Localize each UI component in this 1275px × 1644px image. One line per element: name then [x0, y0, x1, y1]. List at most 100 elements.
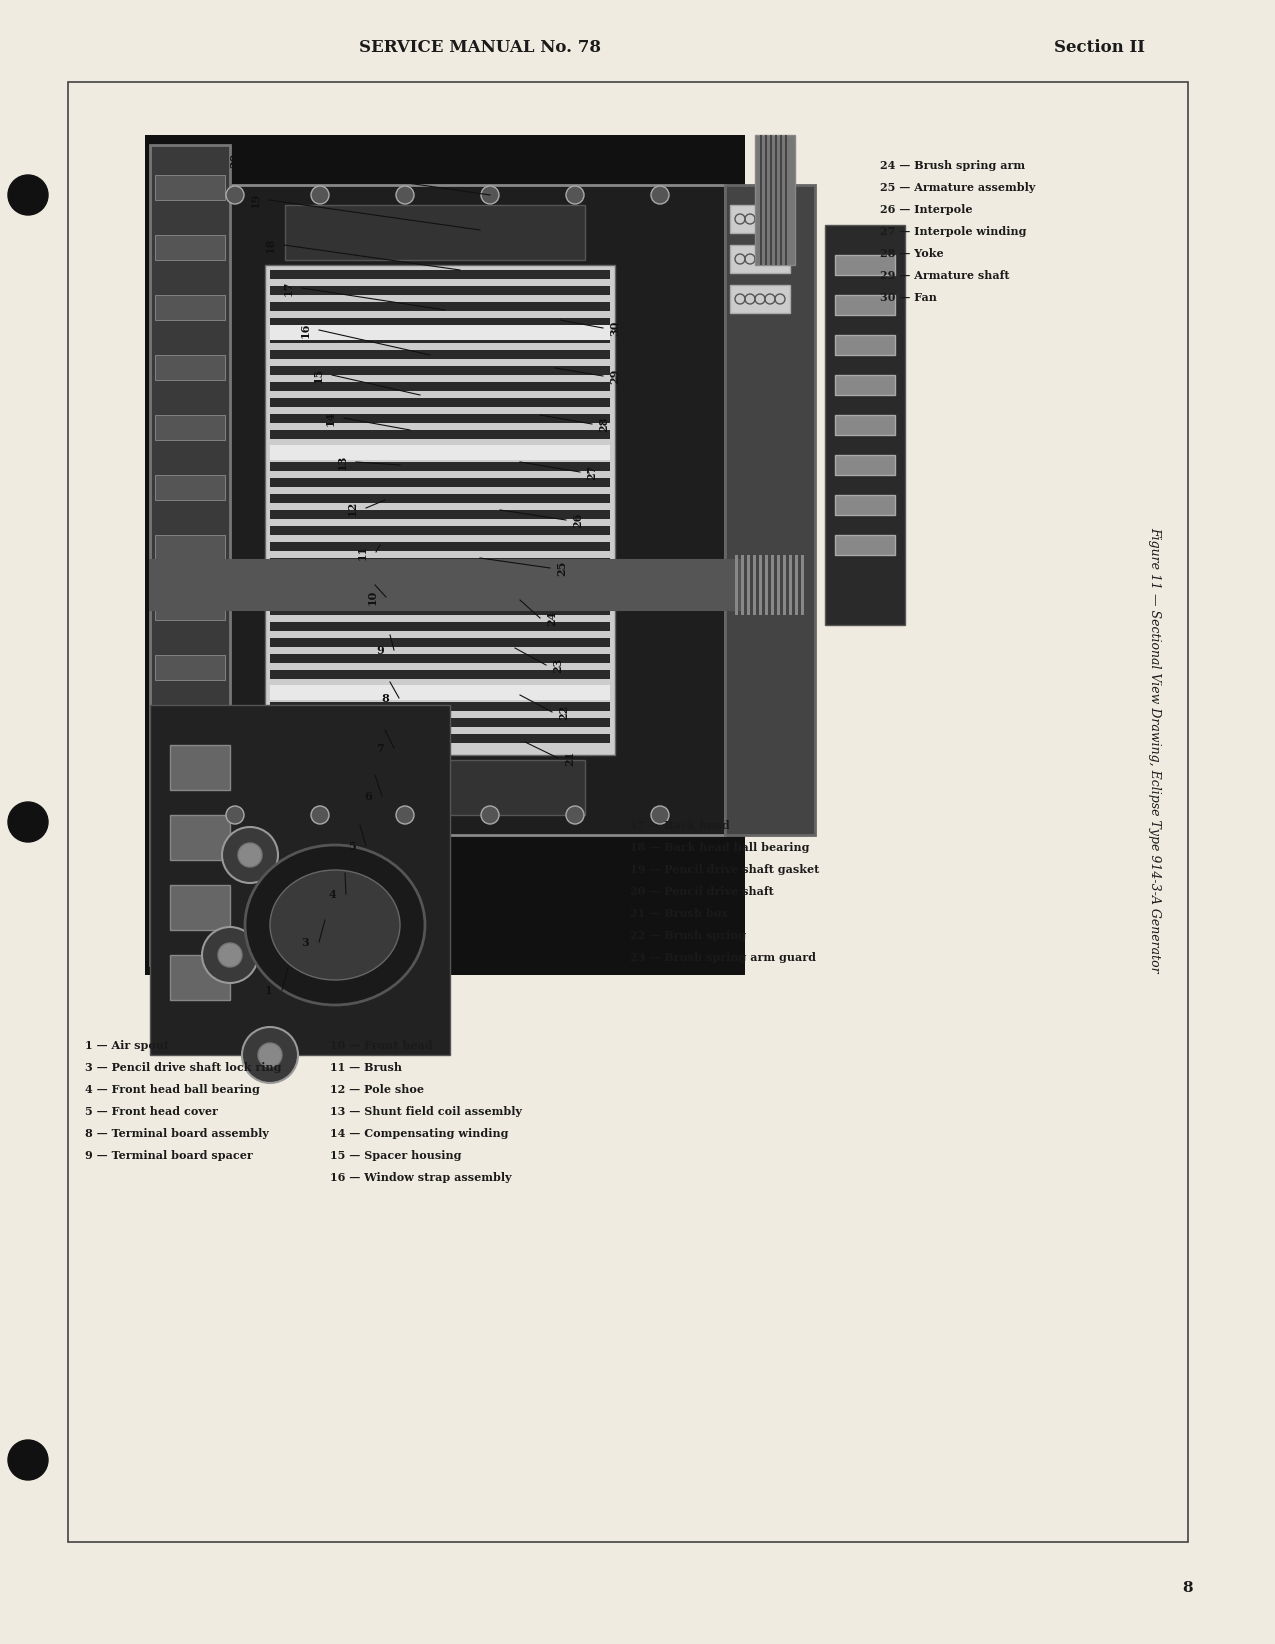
Bar	[270, 543, 609, 551]
Bar	[731, 284, 790, 312]
Bar	[835, 534, 895, 556]
Bar	[270, 607, 609, 615]
Bar	[170, 745, 230, 791]
Circle shape	[201, 927, 258, 983]
Bar	[170, 815, 230, 860]
Circle shape	[397, 186, 414, 204]
Bar	[765, 135, 768, 265]
Bar	[780, 135, 782, 265]
Bar	[731, 245, 790, 273]
Circle shape	[652, 806, 669, 824]
Circle shape	[566, 186, 584, 204]
Text: 29 — Armature shaft: 29 — Armature shaft	[880, 270, 1010, 281]
Bar	[156, 475, 224, 500]
Bar	[270, 302, 609, 311]
Bar	[755, 135, 796, 265]
Bar	[270, 590, 609, 598]
Bar	[770, 135, 771, 265]
Bar	[789, 556, 792, 615]
Bar	[747, 556, 750, 615]
Bar	[731, 206, 790, 233]
Text: 27 — Interpole winding: 27 — Interpole winding	[880, 225, 1026, 237]
Bar	[156, 294, 224, 321]
Bar	[156, 174, 224, 201]
Text: 10 — Front head: 10 — Front head	[330, 1041, 432, 1051]
Text: 9 — Terminal board spacer: 9 — Terminal board spacer	[85, 1151, 252, 1161]
Text: 17 — Back head: 17 — Back head	[630, 820, 729, 830]
Bar	[270, 462, 609, 470]
Bar	[835, 335, 895, 355]
Text: 24: 24	[547, 610, 557, 626]
Bar	[270, 350, 609, 358]
Text: 12: 12	[347, 500, 357, 516]
Text: 14: 14	[325, 411, 335, 426]
Text: 17: 17	[283, 281, 293, 296]
Text: 28 — Yoke: 28 — Yoke	[880, 248, 944, 260]
Text: 20 — Pencil drive shaft: 20 — Pencil drive shaft	[630, 886, 774, 898]
Bar	[725, 186, 815, 835]
Bar	[760, 135, 762, 265]
Bar	[270, 638, 609, 648]
Text: 24 — Brush spring arm: 24 — Brush spring arm	[880, 159, 1025, 171]
Bar	[270, 317, 609, 327]
Text: 29: 29	[609, 368, 621, 383]
Text: SERVICE MANUAL No. 78: SERVICE MANUAL No. 78	[360, 39, 601, 56]
Text: 12 — Pole shoe: 12 — Pole shoe	[330, 1083, 425, 1095]
Bar	[270, 478, 609, 487]
Bar	[68, 82, 1188, 1542]
Bar	[835, 455, 895, 475]
Circle shape	[311, 186, 329, 204]
Bar	[156, 414, 224, 441]
Bar	[270, 381, 609, 391]
Bar	[270, 446, 609, 455]
Bar	[734, 556, 738, 615]
Text: Figure 11 — Sectional View Drawing, Eclipse Type 914-3-A Generator: Figure 11 — Sectional View Drawing, Ecli…	[1149, 528, 1162, 973]
Bar	[825, 225, 905, 625]
Bar	[286, 760, 585, 815]
Bar	[156, 355, 224, 380]
Ellipse shape	[270, 870, 400, 980]
Circle shape	[8, 174, 48, 215]
Bar	[270, 557, 609, 567]
Circle shape	[242, 1028, 298, 1083]
Bar	[156, 654, 224, 681]
Text: 16: 16	[300, 322, 311, 337]
Bar	[270, 431, 609, 439]
Bar	[835, 294, 895, 316]
Bar	[783, 556, 785, 615]
Bar	[270, 654, 609, 663]
Bar	[835, 414, 895, 436]
Bar	[754, 556, 756, 615]
Circle shape	[566, 806, 584, 824]
Bar	[150, 705, 450, 1055]
Bar	[150, 561, 740, 610]
Text: 14 — Compensating winding: 14 — Compensating winding	[330, 1128, 509, 1139]
Bar	[270, 446, 609, 460]
Text: 5 — Front head cover: 5 — Front head cover	[85, 1106, 218, 1116]
Circle shape	[8, 1440, 48, 1480]
Bar	[145, 135, 745, 975]
Bar	[270, 286, 609, 294]
Text: 8: 8	[381, 692, 389, 704]
Circle shape	[311, 806, 329, 824]
Text: 10: 10	[366, 590, 377, 605]
Text: 8 — Terminal board assembly: 8 — Terminal board assembly	[85, 1128, 269, 1139]
Text: 1: 1	[264, 985, 272, 996]
Text: 9: 9	[376, 644, 384, 656]
Text: 19 — Pencil drive shaft gasket: 19 — Pencil drive shaft gasket	[630, 865, 820, 875]
Text: 26 — Interpole: 26 — Interpole	[880, 204, 973, 215]
Text: 30: 30	[609, 321, 621, 335]
Bar	[270, 367, 609, 375]
Bar	[270, 686, 609, 700]
Text: 3: 3	[301, 937, 309, 947]
Bar	[835, 255, 895, 275]
Bar	[741, 556, 745, 615]
Bar	[270, 574, 609, 584]
Bar	[270, 326, 609, 340]
Text: 25: 25	[556, 561, 567, 575]
Bar	[170, 884, 230, 931]
Circle shape	[652, 186, 669, 204]
Text: 25 — Armature assembly: 25 — Armature assembly	[880, 182, 1035, 192]
Text: 23 — Brush spring arm guard: 23 — Brush spring arm guard	[630, 952, 816, 963]
Text: 4 — Front head ball bearing: 4 — Front head ball bearing	[85, 1083, 260, 1095]
